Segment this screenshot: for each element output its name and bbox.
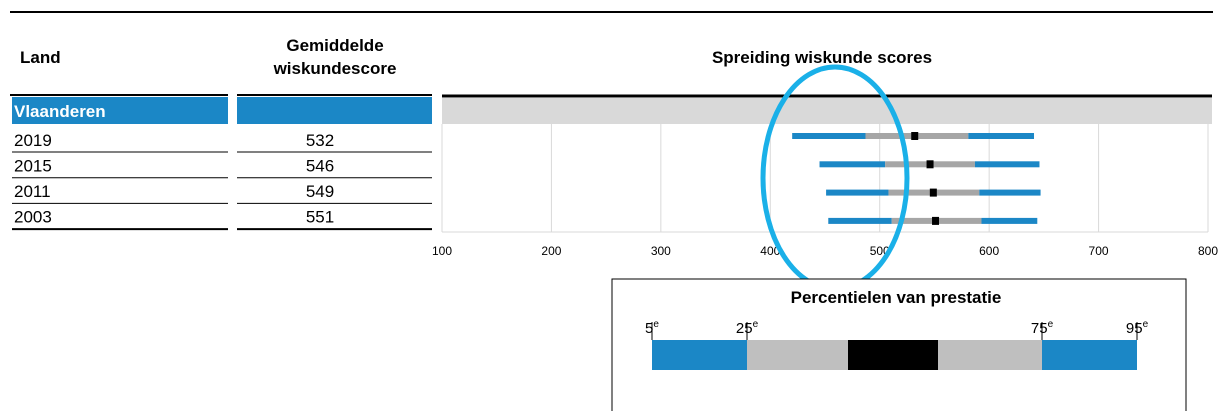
percentile-bar xyxy=(792,133,866,139)
group-cell xyxy=(237,97,432,124)
x-tick-label: 400 xyxy=(760,244,780,258)
legend-label: 5e xyxy=(645,319,659,337)
row-label: 2003 xyxy=(14,208,52,227)
legend-label-suffix: e xyxy=(653,319,659,330)
percentile-bar xyxy=(974,161,1040,168)
legend-label-number: 75 xyxy=(1031,320,1048,337)
legend-label-number: 95 xyxy=(1126,320,1143,337)
legend-label-number: 25 xyxy=(736,320,753,337)
percentile-bar xyxy=(828,217,892,224)
legend-swatch xyxy=(938,340,1042,370)
x-tick-label: 200 xyxy=(541,244,561,258)
mean-value: 551 xyxy=(306,208,334,227)
mean-marker xyxy=(932,216,940,225)
mean-value: 546 xyxy=(306,157,334,176)
legend-swatch xyxy=(652,340,747,370)
column-header: Gemiddelde xyxy=(286,36,383,55)
legend-label: 95e xyxy=(1126,319,1149,337)
percentile-bar xyxy=(979,189,1041,196)
legend-label-suffix: e xyxy=(753,319,759,330)
legend-swatch xyxy=(1042,340,1137,370)
legend-swatch xyxy=(747,340,848,370)
x-tick-label: 100 xyxy=(432,244,452,258)
legend-label-suffix: e xyxy=(1048,319,1054,330)
column-header: Land xyxy=(20,48,61,67)
chart-title: Spreiding wiskunde scores xyxy=(712,48,932,67)
legend-title: Percentielen van prestatie xyxy=(791,288,1002,307)
column-header: wiskundescore xyxy=(273,59,397,78)
legend-label-number: 5 xyxy=(645,320,653,337)
x-tick-label: 300 xyxy=(651,244,671,258)
mean-marker xyxy=(926,160,934,169)
legend-label-suffix: e xyxy=(1143,319,1149,330)
x-tick-label: 600 xyxy=(979,244,999,258)
group-cell xyxy=(12,97,228,124)
row-label: 2011 xyxy=(14,182,51,201)
x-tick-label: 700 xyxy=(1089,244,1109,258)
percentile-bar xyxy=(968,133,1035,139)
mean-marker xyxy=(911,132,919,140)
row-label: 2019 xyxy=(14,131,52,150)
legend-label: 25e xyxy=(736,319,759,337)
group-label: Vlaanderen xyxy=(14,102,106,121)
row-label: 2015 xyxy=(14,157,52,176)
group-band xyxy=(442,98,1212,124)
percentile-bar xyxy=(819,161,886,168)
mean-value: 549 xyxy=(306,182,334,201)
legend-swatch xyxy=(848,340,938,370)
legend-label: 75e xyxy=(1031,319,1054,337)
mean-value: 532 xyxy=(306,131,334,150)
percentile-bar xyxy=(826,189,889,196)
mean-marker xyxy=(929,188,937,197)
percentile-bar xyxy=(981,217,1038,224)
x-tick-label: 800 xyxy=(1198,244,1218,258)
